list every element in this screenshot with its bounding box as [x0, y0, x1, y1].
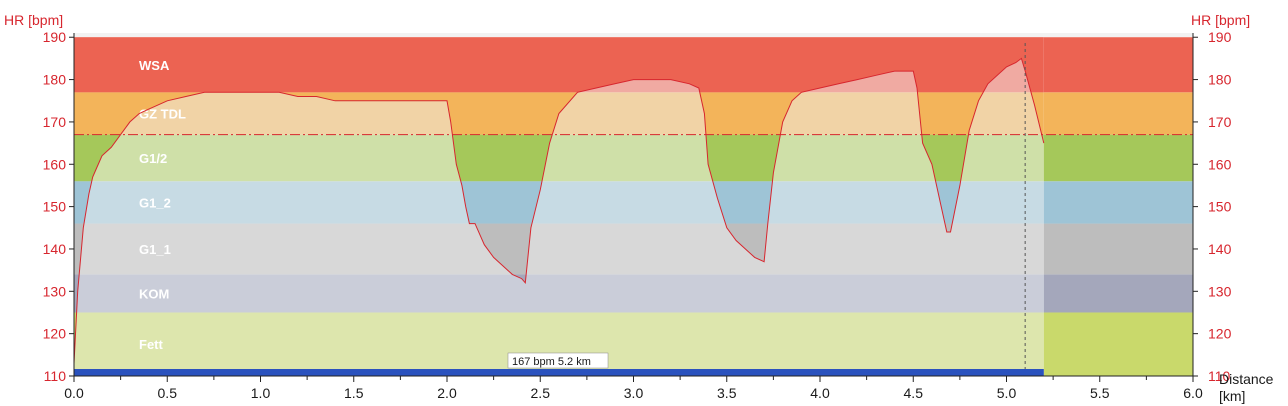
zone-label-0: Fett [139, 337, 164, 352]
y-tick-label-left-0: 110 [44, 368, 67, 384]
zone-band-tail-4 [1043, 134, 1193, 182]
x-tick-label-5: 2.5 [531, 385, 551, 401]
y-tick-label-left-1: 120 [43, 326, 67, 342]
x-tick-label-6: 3.0 [624, 385, 644, 401]
x-tick-label-4: 2.0 [437, 385, 457, 401]
zone-band-tail-2 [1043, 223, 1193, 275]
y-tick-label-right-0: 110 [1208, 368, 1231, 384]
x-tick-label-3: 1.5 [344, 385, 364, 401]
zone-band-4 [74, 134, 1044, 182]
x-axis-unit: [km] [1219, 388, 1245, 404]
hr-series-line [73, 57, 1045, 364]
y-tick-label-right-4: 150 [1208, 199, 1232, 215]
y-tick-label-right-6: 170 [1208, 114, 1232, 130]
cursor-label: 167 bpm 5.2 km [512, 356, 591, 368]
zone-band-2 [74, 223, 1044, 275]
zone-label-6: WSA [139, 58, 170, 73]
y-tick-label-left-4: 150 [43, 199, 67, 215]
zone-label-2: G1_1 [139, 242, 171, 257]
zone-label-5: GZ TDL [139, 106, 186, 121]
zone-band-tail-1 [1043, 274, 1193, 313]
y-axis-title-right: HR [bpm] [1191, 12, 1250, 28]
zone-band-3 [74, 181, 1044, 224]
y-tick-label-right-8: 190 [1208, 29, 1232, 45]
y-axis-title-left: HR [bpm] [4, 12, 63, 28]
cursor-label-box [507, 352, 609, 369]
x-tick-label-2: 1.0 [251, 385, 271, 401]
axes: 110 110 120 120 130 130 140 140 150 150 160 160 170 1… [43, 29, 1232, 401]
zone-label-4: G1/2 [139, 151, 167, 166]
x-tick-label-11: 5.5 [1090, 385, 1110, 401]
x-axis-title: Distance [1219, 371, 1274, 387]
zone-band-tail-6 [1043, 37, 1193, 93]
distance-bar [74, 369, 1044, 376]
y-tick-label-left-7: 180 [43, 72, 67, 88]
zone-band-1 [74, 274, 1044, 313]
x-tick-label-10: 5.0 [997, 385, 1017, 401]
x-tick-label-8: 4.0 [810, 385, 830, 401]
x-tick-label-0: 0.0 [64, 385, 84, 401]
y-tick-label-right-7: 180 [1208, 72, 1232, 88]
y-tick-label-right-5: 160 [1208, 156, 1232, 172]
y-tick-label-left-8: 190 [43, 29, 67, 45]
y-tick-label-right-1: 120 [1208, 326, 1232, 342]
y-tick-label-right-3: 140 [1208, 241, 1232, 257]
x-tick-label-1: 0.5 [158, 385, 178, 401]
y-tick-label-left-2: 130 [43, 283, 67, 299]
y-tick-label-right-2: 130 [1208, 283, 1232, 299]
zone-band-tail-3 [1043, 181, 1193, 224]
zone-band-tail-5 [1043, 92, 1193, 135]
x-tick-label-7: 3.5 [717, 385, 737, 401]
y-tick-label-left-6: 170 [43, 114, 67, 130]
zone-label-3: G1_2 [139, 195, 171, 210]
y-tick-label-left-5: 160 [43, 156, 67, 172]
y-tick-label-left-3: 140 [43, 241, 67, 257]
zone-label-1: KOM [139, 286, 169, 301]
plot-top-margin [74, 33, 1193, 38]
zone-labels: Fett KOM G1_1 G1_2 G1/2 GZ TDL WSA [139, 58, 186, 352]
zone-band-tail-0 [1043, 312, 1193, 376]
x-tick-label-9: 4.5 [904, 385, 924, 401]
x-tick-label-12: 6.0 [1183, 385, 1203, 401]
